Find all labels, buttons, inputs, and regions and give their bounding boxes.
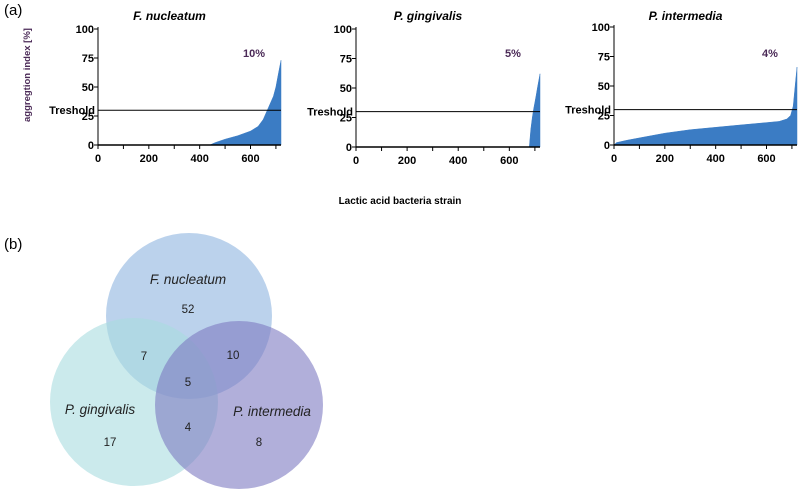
region-count-i-only: 8: [256, 437, 262, 449]
series-area: [356, 73, 541, 148]
percent-annotation: 4%: [762, 48, 778, 60]
x-tick-label: 0: [611, 153, 617, 165]
percent-annotation: 5%: [505, 48, 521, 60]
chart-panel-1: 0 25 50 75 100 0 200 400 600 Treshold F. nucleatum…: [49, 9, 282, 165]
chart-title: P. gingivalis: [394, 9, 463, 23]
y-tick-label: 50: [598, 81, 610, 93]
region-count-g-i: 4: [185, 422, 192, 434]
x-tick-label: 600: [757, 153, 775, 165]
y-tick-label: 75: [340, 54, 352, 66]
x-axis-label: Lactic acid bacteria strain: [338, 196, 462, 207]
set-label: P. gingivalis: [65, 402, 136, 417]
y-tick-label: 100: [76, 24, 94, 36]
panel-label-a: (a): [4, 2, 23, 19]
x-tick-label: 200: [656, 153, 674, 165]
chart-panel-3: 0 25 50 75 100 0 200 400 600 Treshold P. intermedi…: [565, 9, 798, 165]
region-count-g-only: 17: [104, 437, 117, 449]
circle-p-intermedia: [155, 321, 323, 489]
x-tick-label: 400: [449, 155, 467, 167]
region-count-f-only: 52: [182, 304, 195, 316]
region-count-f-g: 7: [141, 351, 147, 363]
threshold-label: Treshold: [565, 105, 611, 117]
y-tick-label: 25: [82, 111, 94, 123]
chart-title: F. nucleatum: [133, 9, 206, 23]
region-count-f-i: 10: [227, 350, 240, 362]
y-tick-label: 0: [88, 140, 94, 152]
y-tick-label: 50: [340, 83, 352, 95]
percent-annotation: 10%: [243, 48, 265, 60]
x-tick-label: 400: [190, 153, 208, 165]
chart-panel-2: 0 25 50 75 100 0 200 400 600 Treshold P. gingivali…: [307, 9, 541, 167]
series-area: [98, 60, 282, 146]
y-tick-label: 100: [334, 24, 352, 36]
x-tick-label: 0: [353, 155, 359, 167]
y-tick-label: 25: [340, 113, 352, 125]
threshold-label: Treshold: [49, 105, 95, 117]
x-tick-label: 200: [398, 155, 416, 167]
y-tick-label: 75: [598, 52, 610, 64]
x-tick-label: 600: [500, 155, 518, 167]
panel-label-b: (b): [4, 236, 23, 253]
series-area: [613, 67, 798, 146]
y-tick-label: 0: [604, 140, 610, 152]
region-count-f-g-i: 5: [185, 377, 191, 389]
x-tick-label: 0: [95, 153, 101, 165]
area-charts: 0 25 50 75 100 0 200 400 600 Treshold F. nucleatum…: [49, 9, 798, 167]
y-tick-label: 50: [82, 82, 94, 94]
set-label: F. nucleatum: [150, 272, 226, 287]
x-tick-label: 200: [140, 153, 158, 165]
x-tick-label: 400: [706, 153, 724, 165]
threshold-label: Treshold: [307, 107, 353, 119]
y-tick-label: 100: [592, 22, 610, 34]
y-tick-label: 0: [346, 142, 352, 154]
chart-title: P. intermedia: [649, 9, 723, 23]
x-tick-label: 600: [241, 153, 259, 165]
set-label: P. intermedia: [233, 404, 311, 419]
y-tick-label: 25: [598, 111, 610, 123]
y-tick-label: 75: [82, 53, 94, 65]
